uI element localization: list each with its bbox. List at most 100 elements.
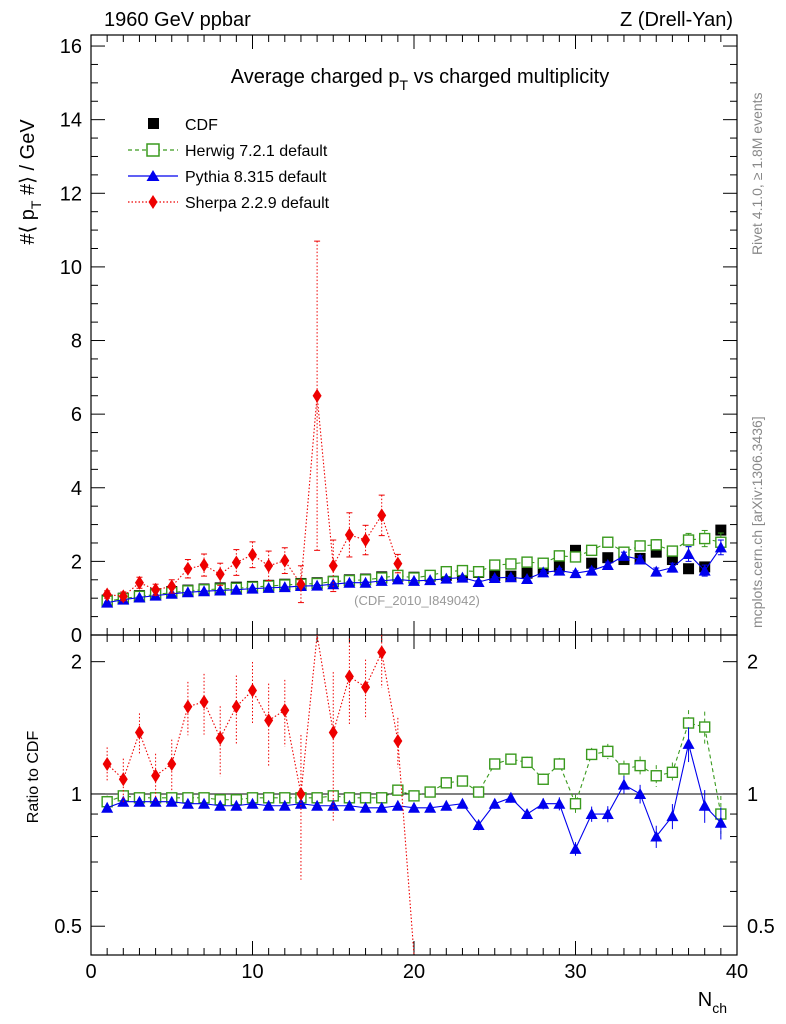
data-point bbox=[134, 575, 144, 590]
ratio-point bbox=[280, 703, 290, 718]
ratio-point bbox=[199, 694, 209, 709]
ratio-point bbox=[183, 699, 193, 714]
ratio-tick-label-right: 2 bbox=[747, 652, 758, 674]
ratio-point bbox=[521, 756, 533, 769]
ratio-tick-label: 0.5 bbox=[54, 916, 82, 938]
ratio-point bbox=[392, 784, 404, 796]
data-point bbox=[118, 589, 128, 604]
ratio-point bbox=[553, 758, 566, 770]
ratio-point bbox=[472, 818, 485, 830]
ratio-point bbox=[181, 797, 194, 809]
data-point bbox=[521, 573, 534, 585]
data-point bbox=[617, 549, 630, 561]
ratio-point bbox=[294, 797, 307, 809]
data-point bbox=[472, 575, 485, 587]
ratio-point bbox=[118, 772, 128, 787]
data-point bbox=[601, 559, 614, 571]
data-point bbox=[634, 540, 646, 552]
data-point bbox=[391, 573, 404, 585]
data-point bbox=[489, 559, 501, 571]
y-tick-label: 0 bbox=[71, 625, 82, 647]
ratio-point bbox=[666, 766, 679, 779]
data-point bbox=[377, 508, 387, 523]
data-point bbox=[504, 571, 517, 583]
data-point bbox=[231, 555, 241, 570]
ratio-point bbox=[698, 799, 711, 811]
header-right-text: Z (Drell-Yan) bbox=[620, 9, 733, 31]
ratio-point bbox=[376, 792, 388, 804]
ratio-point bbox=[489, 758, 501, 770]
ratio-point bbox=[344, 669, 354, 684]
ratio-point bbox=[537, 773, 549, 785]
ratio-point bbox=[149, 795, 162, 807]
ratio-point bbox=[248, 683, 257, 698]
data-point bbox=[278, 581, 291, 593]
ratio-point bbox=[375, 801, 388, 813]
y-tick-label: 14 bbox=[60, 110, 82, 132]
ratio-tick-label: 1 bbox=[71, 784, 82, 806]
ratio-point bbox=[456, 797, 469, 809]
ratio-point bbox=[569, 842, 582, 854]
data-point bbox=[472, 565, 485, 578]
data-point bbox=[312, 388, 322, 403]
series-3 bbox=[102, 240, 403, 604]
data-point bbox=[246, 582, 259, 594]
ratio-point bbox=[488, 797, 501, 809]
ratio-series-0 bbox=[101, 710, 727, 834]
ratio-tick-label-right: 0.5 bbox=[747, 916, 775, 938]
data-point bbox=[650, 546, 662, 558]
ratio-point bbox=[231, 699, 241, 714]
data-point bbox=[456, 571, 469, 583]
ratio-point bbox=[585, 748, 598, 761]
ratio-point bbox=[311, 799, 324, 811]
ratio-point bbox=[440, 777, 452, 789]
ratio-tick-label-right: 1 bbox=[747, 784, 758, 806]
ratio-point bbox=[393, 733, 403, 748]
ratio-point bbox=[215, 731, 225, 746]
data-point bbox=[586, 557, 598, 569]
ratio-point bbox=[440, 799, 453, 811]
ratio-point bbox=[246, 797, 259, 809]
data-point bbox=[296, 577, 306, 592]
data-point bbox=[682, 548, 695, 560]
ratio-point bbox=[101, 801, 114, 813]
ratio-point bbox=[264, 713, 274, 728]
data-point bbox=[393, 556, 403, 571]
data-point bbox=[280, 553, 290, 568]
legend-herwig-marker bbox=[146, 143, 160, 157]
ratio-point bbox=[134, 725, 144, 740]
ratio-point bbox=[666, 810, 679, 822]
data-point bbox=[570, 544, 581, 556]
ratio-point bbox=[553, 797, 566, 809]
ratio-point bbox=[424, 801, 437, 813]
header-left-text: 1960 GeV ppbar bbox=[104, 9, 251, 31]
data-point bbox=[101, 596, 114, 608]
ratio-point bbox=[230, 799, 243, 811]
data-point bbox=[650, 539, 662, 551]
ratio-point bbox=[505, 753, 517, 765]
ratio-point bbox=[278, 799, 291, 811]
data-point bbox=[214, 584, 227, 596]
y-tick-label: 8 bbox=[71, 331, 82, 353]
data-point bbox=[230, 583, 243, 595]
ratio-point bbox=[165, 795, 178, 807]
legend: CDF Herwig 7.2.1 default Pythia 8.315 de… bbox=[128, 117, 330, 212]
x-tick-label: 0 bbox=[85, 961, 96, 983]
data-point bbox=[569, 551, 582, 563]
data-point bbox=[343, 576, 356, 588]
ratio-point bbox=[102, 756, 112, 771]
data-point bbox=[714, 541, 727, 553]
data-point bbox=[634, 553, 647, 565]
main-data-marks bbox=[101, 240, 727, 608]
data-point bbox=[488, 571, 501, 583]
legend-cdf-marker bbox=[148, 118, 159, 129]
data-point bbox=[537, 566, 550, 578]
ratio-point bbox=[456, 775, 469, 787]
data-point bbox=[569, 567, 582, 579]
ratio-point bbox=[682, 737, 695, 749]
ratio-point bbox=[377, 645, 387, 660]
data-point bbox=[666, 545, 679, 557]
series-line bbox=[107, 395, 399, 597]
ratio-point bbox=[167, 756, 177, 771]
ratio-point bbox=[214, 799, 227, 811]
